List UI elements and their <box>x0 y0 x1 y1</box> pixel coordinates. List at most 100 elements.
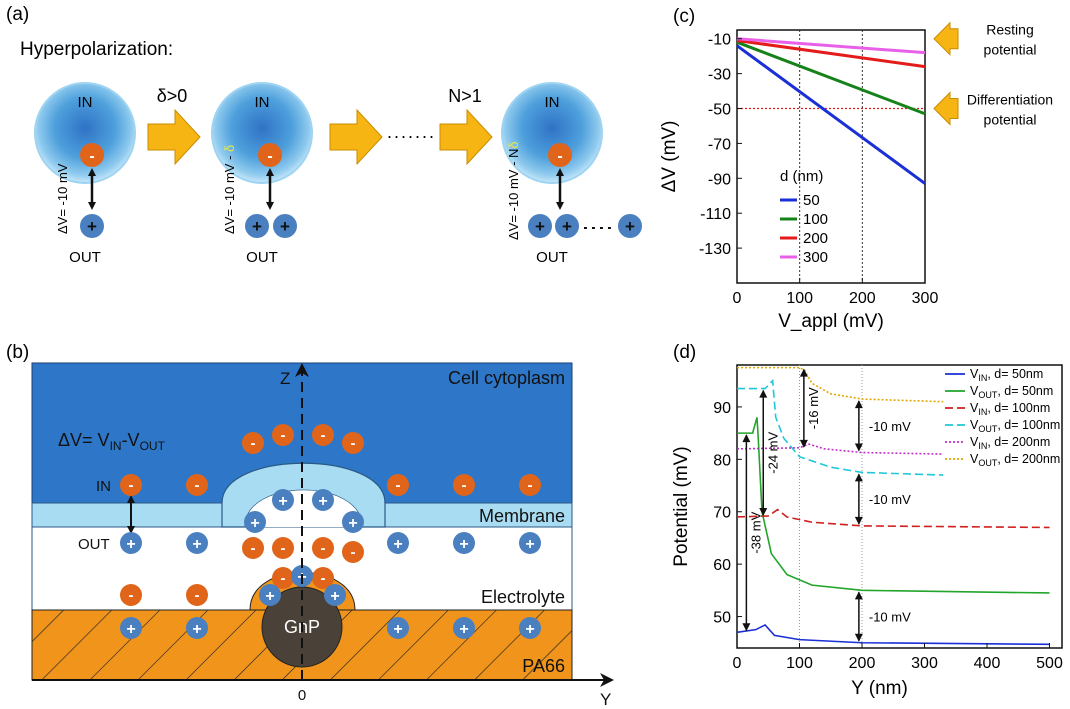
series-line-d100 <box>736 40 926 116</box>
y-tick-label: 60 <box>713 557 731 574</box>
arrowhead <box>759 389 768 398</box>
negative-ion <box>120 474 142 496</box>
in-label: IN <box>96 478 111 495</box>
negative-ion <box>80 143 104 167</box>
arrow-1-label: δ>0 <box>157 86 188 106</box>
cell-3: IN - + + + ΔV= -10 mV - Nδ OUT <box>501 82 642 266</box>
arrowhead <box>854 400 863 409</box>
x-axis-label: V_appl (mV) <box>778 311 884 332</box>
legend-label: VIN, d= 200nm <box>970 435 1050 451</box>
legend-label: VOUT, d= 200nm <box>970 452 1060 468</box>
x-tick-label: 100 <box>786 290 813 307</box>
series-line <box>736 623 1050 646</box>
series-line <box>736 443 944 455</box>
positive-ion-sign: + <box>87 217 97 236</box>
x-tick-label: 300 <box>911 655 938 672</box>
y-tick-label: 50 <box>713 610 731 627</box>
positive-ion-sign: + <box>393 536 402 553</box>
y-tick-label: 70 <box>713 505 731 522</box>
annotation-text: -16 mV <box>806 387 821 429</box>
out-label: OUT <box>78 536 110 553</box>
y-tick-label: -90 <box>708 171 731 188</box>
positive-ion-sign: + <box>348 515 357 532</box>
negative-ion-sign: - <box>528 477 533 494</box>
annotation-text: -24 mV <box>765 432 780 474</box>
negative-ion <box>242 432 264 454</box>
positive-ion-sign: + <box>250 515 259 532</box>
x-tick-label: 200 <box>849 655 876 672</box>
panel-label-b: (b) <box>6 342 29 363</box>
negative-ion <box>258 143 282 167</box>
arrowhead <box>854 591 863 600</box>
membrane-label: Membrane <box>479 506 565 526</box>
negative-ion-sign: - <box>267 148 272 165</box>
positive-ion-sign: + <box>535 217 545 236</box>
positive-ion <box>387 532 409 554</box>
legend-label: VIN, d= 100nm <box>970 401 1050 417</box>
arrowhead <box>742 434 751 443</box>
cell-1-in-label: IN <box>78 94 93 111</box>
legend-label: VOUT, d= 100nm <box>970 418 1060 434</box>
panel-a: (a) Hyperpolarization: IN - + ΔV= -10 mV… <box>6 4 642 266</box>
legend-label: VIN, d= 50nm <box>970 367 1043 383</box>
negative-ion <box>342 432 364 454</box>
negative-ion <box>272 424 294 446</box>
legend-label: 100 <box>803 211 828 228</box>
arrowhead <box>742 623 751 632</box>
y-tick-label: -130 <box>699 241 731 258</box>
panel-label-d: (d) <box>673 342 696 363</box>
positive-ion <box>186 532 208 554</box>
positive-ion-sign: + <box>393 621 402 638</box>
legend-label: 50 <box>803 192 820 209</box>
positive-ion <box>259 584 281 606</box>
negative-ion <box>120 584 142 606</box>
y-axis-label: Potential (mV) <box>671 446 692 566</box>
annotation-text: -10 mV <box>869 492 911 507</box>
panel-label-c: (c) <box>673 6 695 27</box>
y-tick-label: 80 <box>713 452 731 469</box>
ions: -----------------+++++++++++++++++ <box>120 424 541 639</box>
negative-ion <box>186 474 208 496</box>
positive-ion-sign: + <box>625 217 635 236</box>
cytoplasm-label: Cell cytoplasm <box>448 368 565 388</box>
series-line <box>737 378 944 476</box>
series-line-d300 <box>736 37 926 55</box>
positive-ion-sign: + <box>265 588 274 605</box>
y-axis-label: ΔV (mV) <box>659 121 680 193</box>
arrowhead <box>854 516 863 525</box>
annotation-arrow <box>933 21 959 56</box>
arrowhead <box>799 368 808 377</box>
positive-ion <box>273 214 297 238</box>
annotation-text: Resting <box>986 22 1033 38</box>
y-tick-label: -110 <box>700 206 731 223</box>
arrowhead <box>854 633 863 642</box>
positive-ion <box>272 489 294 511</box>
legend-label: VOUT, d= 50nm <box>970 384 1053 400</box>
positive-ion-sign: + <box>126 536 135 553</box>
annotation-text: -10 mV <box>869 419 911 434</box>
positive-ion <box>342 511 364 533</box>
positive-ion <box>453 617 475 639</box>
legend-label: 200 <box>803 230 828 247</box>
legend-label: 300 <box>803 249 828 266</box>
positive-ion-sign: + <box>330 588 339 605</box>
positive-ion <box>120 532 142 554</box>
panel-label-a: (a) <box>6 4 29 25</box>
x-axis-label: Y (nm) <box>851 678 908 699</box>
x-tick-label: 500 <box>1036 655 1063 672</box>
negative-ion-sign: - <box>251 540 256 557</box>
cell-1-out-label: OUT <box>69 249 101 266</box>
cell-2: IN - + + ΔV= -10 mV - δ OUT <box>211 82 313 266</box>
legend-title: d (nm) <box>780 168 823 185</box>
pa66-label: PA66 <box>522 656 565 676</box>
y-tick-label: -30 <box>708 67 731 84</box>
dv-equation: ΔV= VIN-VOUT <box>58 430 166 453</box>
annotation-text: -38 mV <box>748 511 763 553</box>
series-line <box>737 366 944 403</box>
series-line-d50 <box>736 44 926 185</box>
negative-ion <box>186 584 208 606</box>
positive-ion-sign: + <box>252 217 262 236</box>
origin-label: 0 <box>298 687 306 704</box>
panel-b: (b) GnP Cell cytoplasm ΔV= VIN-VOUT IN O… <box>6 342 614 709</box>
negative-ion-sign: - <box>396 477 401 494</box>
